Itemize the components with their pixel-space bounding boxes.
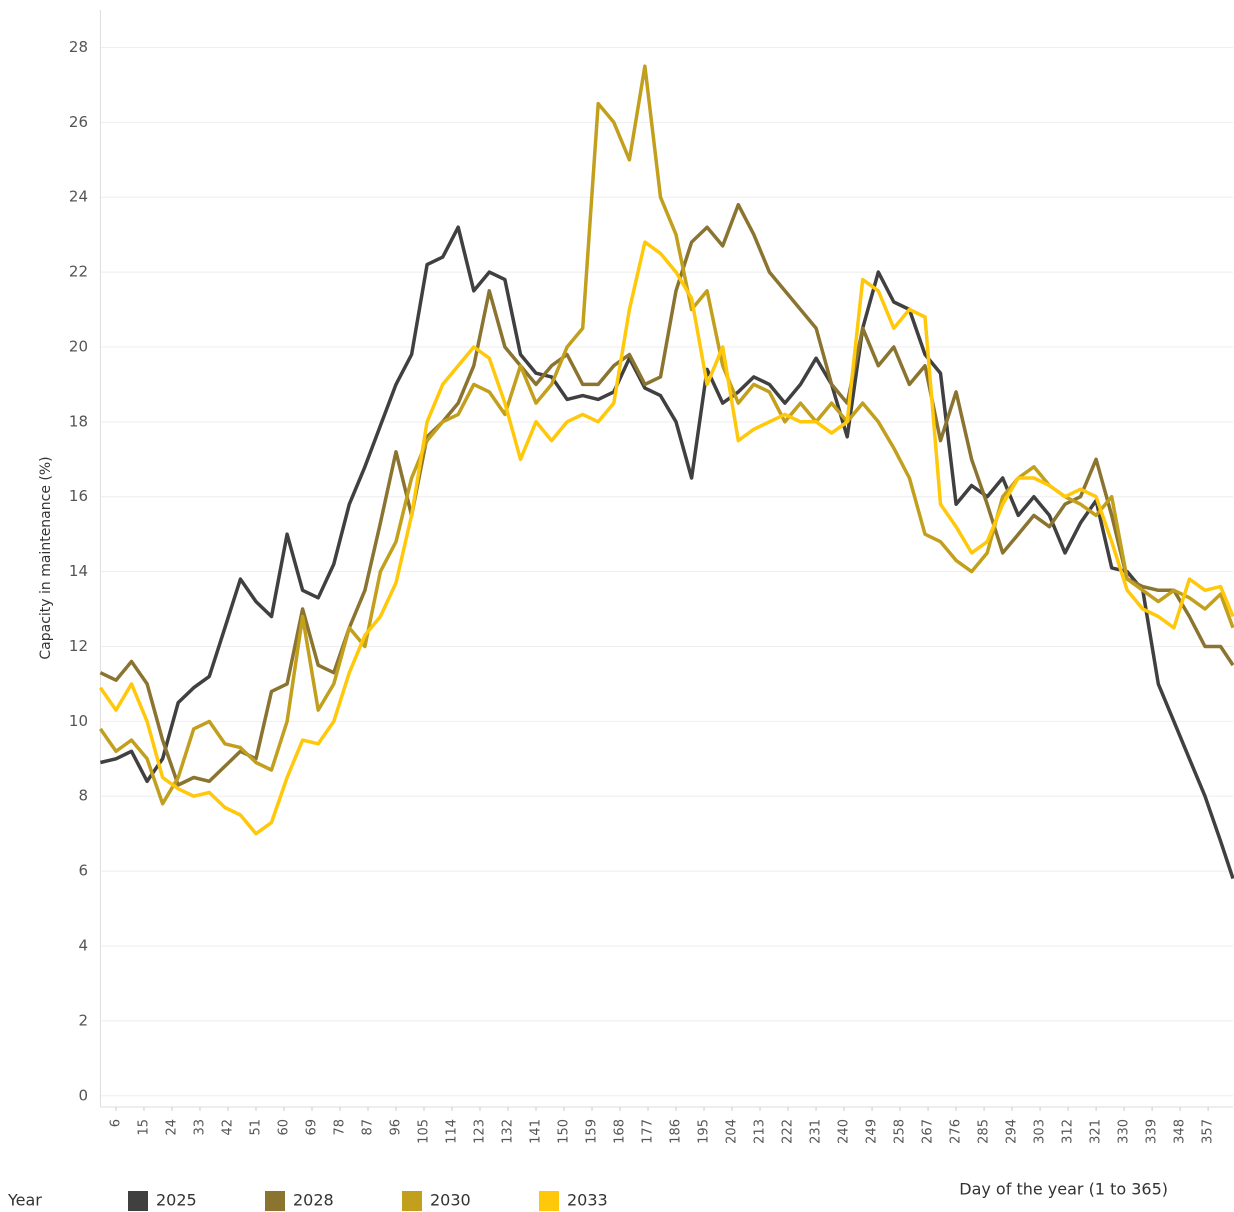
legend-title: Year	[7, 1191, 42, 1210]
series-line	[99, 202, 1234, 787]
y-tick-label: 18	[69, 412, 88, 430]
x-tick-label: 204	[725, 1119, 740, 1144]
y-tick-label: 0	[78, 1086, 88, 1104]
x-tick-label: 267	[921, 1119, 936, 1144]
x-tick-label: 168	[613, 1119, 628, 1144]
x-tick-label: 186	[669, 1119, 684, 1144]
x-tick-label: 213	[753, 1119, 768, 1144]
legend-swatch	[402, 1191, 422, 1211]
x-tick-label: 114	[445, 1119, 460, 1144]
y-tick-label: 2	[78, 1011, 88, 1029]
series-line	[98, 240, 1234, 836]
x-tick-label: 87	[360, 1119, 375, 1136]
x-tick-label: 33	[192, 1119, 207, 1136]
y-tick-label: 14	[69, 562, 88, 580]
y-tick-label: 6	[78, 862, 88, 880]
y-tick-label: 10	[69, 712, 88, 730]
legend-swatch	[265, 1191, 285, 1211]
y-tick-label: 22	[69, 263, 88, 281]
x-tick-label: 24	[164, 1119, 179, 1136]
legend-label: 2030	[430, 1191, 471, 1210]
x-tick-label: 222	[781, 1119, 796, 1144]
y-tick-label: 8	[78, 787, 88, 805]
series-line	[99, 225, 1234, 880]
y-tick-label: 20	[69, 337, 88, 355]
x-tick-label: 78	[332, 1119, 347, 1136]
x-tick-label: 240	[837, 1119, 852, 1144]
x-tick-label: 330	[1117, 1119, 1132, 1144]
x-tick-label: 249	[865, 1119, 880, 1144]
x-tick-label: 231	[809, 1119, 824, 1144]
x-tick-label: 321	[1089, 1119, 1104, 1144]
x-tick-label: 312	[1061, 1119, 1076, 1144]
y-tick-label: 4	[78, 937, 88, 955]
x-tick-label: 303	[1033, 1119, 1048, 1144]
legend-label: 2033	[567, 1191, 608, 1210]
x-tick-label: 195	[697, 1119, 712, 1144]
x-tick-label: 276	[949, 1119, 964, 1144]
x-tick-label: 6	[108, 1119, 123, 1127]
x-axis-title: Day of the year (1 to 365)	[959, 1180, 1168, 1199]
x-tick-label: 285	[977, 1119, 992, 1144]
y-tick-label: 24	[69, 188, 88, 206]
y-tick-label: 12	[69, 637, 88, 655]
x-tick-label: 42	[220, 1119, 235, 1136]
y-tick-label: 26	[69, 113, 88, 131]
legend-label: 2028	[293, 1191, 334, 1210]
x-tick-label: 15	[136, 1119, 151, 1136]
legend-swatch	[128, 1191, 148, 1211]
x-tick-label: 258	[893, 1119, 908, 1144]
y-tick-label: 16	[69, 487, 88, 505]
x-tick-label: 348	[1173, 1119, 1188, 1144]
x-tick-label: 357	[1201, 1119, 1216, 1144]
x-tick-label: 294	[1005, 1119, 1020, 1144]
x-tick-label: 141	[529, 1119, 544, 1144]
x-tick-label: 69	[304, 1119, 319, 1136]
x-tick-label: 123	[473, 1119, 488, 1144]
x-tick-label: 150	[557, 1119, 572, 1144]
y-axis-title: Capacity in maintenance (%)	[38, 456, 54, 659]
legend-swatch	[539, 1191, 559, 1211]
x-tick-label: 51	[248, 1119, 263, 1136]
y-tick-label: 28	[69, 38, 88, 56]
legend-label: 2025	[156, 1191, 197, 1210]
x-tick-label: 177	[641, 1119, 656, 1144]
x-tick-label: 159	[585, 1119, 600, 1144]
x-tick-label: 132	[501, 1119, 516, 1144]
x-tick-label: 60	[276, 1119, 291, 1136]
x-tick-label: 339	[1145, 1119, 1160, 1144]
x-tick-label: 96	[388, 1119, 403, 1136]
x-tick-label: 105	[417, 1119, 432, 1144]
